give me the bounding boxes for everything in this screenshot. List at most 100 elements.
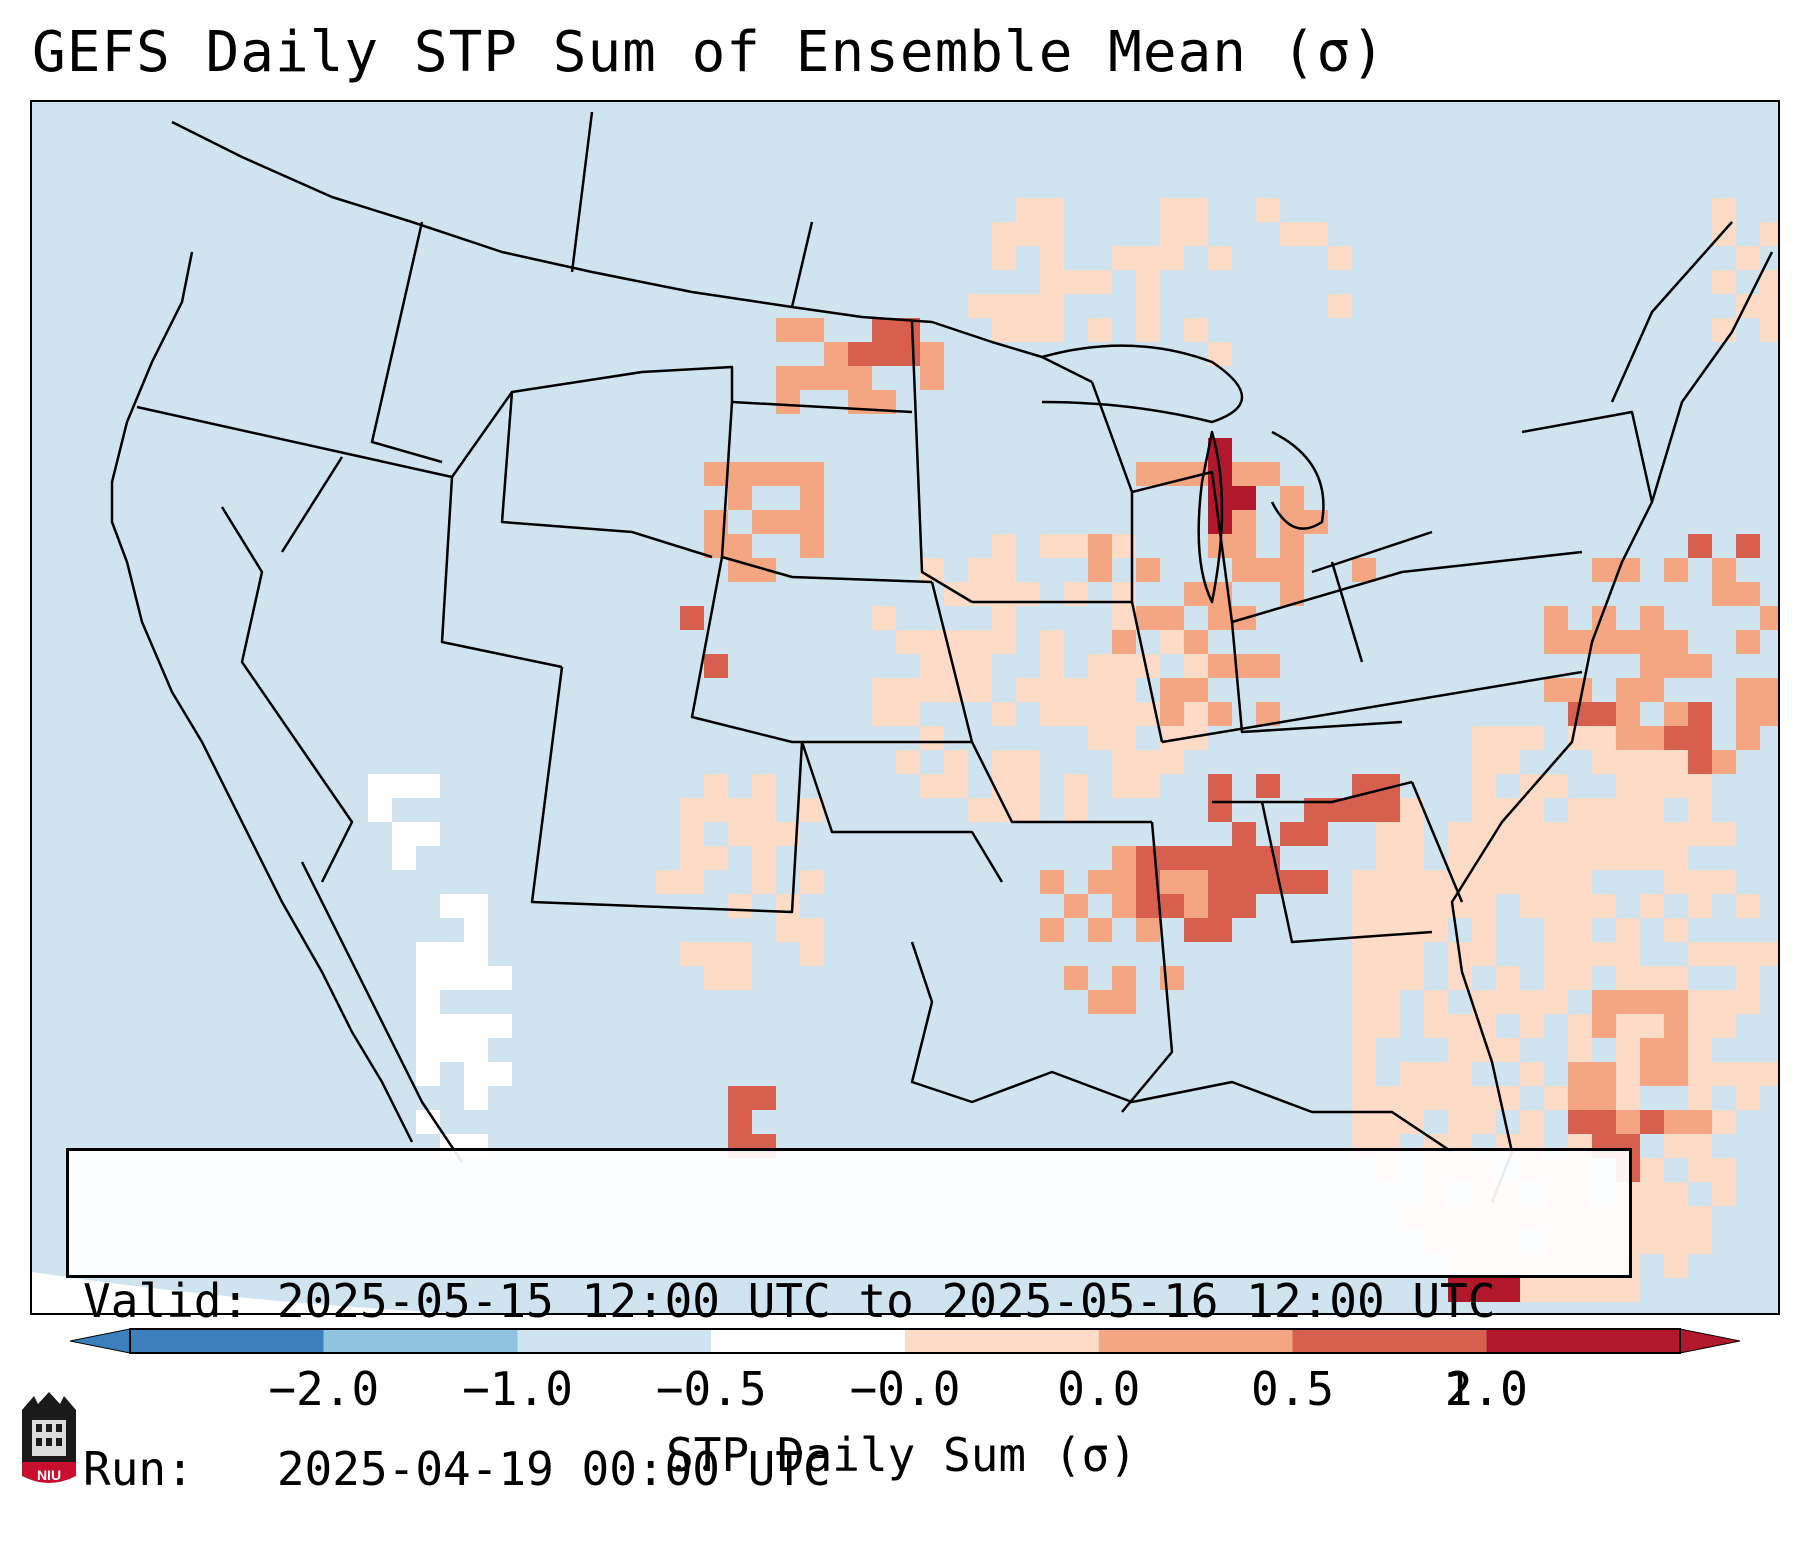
colorbar-tick-label: 0.0 [1057,1362,1141,1416]
ensemble-cell [1664,990,1688,1014]
ensemble-cell [704,966,728,990]
ensemble-cell [992,798,1016,822]
ensemble-cell [968,558,992,582]
ensemble-cell [1520,1278,1544,1302]
ensemble-cell [1520,1110,1544,1134]
ensemble-cell [1208,654,1232,678]
ensemble-cell [1664,654,1688,678]
ensemble-cell [1664,726,1688,750]
ensemble-cell [920,630,944,654]
ensemble-cell [992,294,1016,318]
ensemble-cell [1640,798,1664,822]
ensemble-cell [992,774,1016,798]
ensemble-cell [1592,750,1616,774]
ensemble-cell [1616,1086,1640,1110]
ensemble-cell [1520,990,1544,1014]
ensemble-cell [1616,774,1640,798]
ensemble-cell [1520,1062,1544,1086]
ensemble-cell [800,510,824,534]
ensemble-cell [1760,702,1778,726]
ensemble-cell [1592,822,1616,846]
ensemble-cell [1472,918,1496,942]
colorbar-label: STP Daily Sum (σ) [666,1428,1137,1482]
ensemble-cell [1616,846,1640,870]
ensemble-cell [1592,1086,1616,1110]
ensemble-cell [968,678,992,702]
ensemble-cell [1352,798,1376,822]
ensemble-cell [1232,894,1256,918]
ensemble-cell [1640,726,1664,750]
ensemble-cell [1592,702,1616,726]
ensemble-cell [1640,822,1664,846]
ensemble-cell [1592,942,1616,966]
ensemble-cell [1616,990,1640,1014]
ensemble-cell [920,774,944,798]
ensemble-cell [800,318,824,342]
ensemble-cell [1640,678,1664,702]
ensemble-cell [776,366,800,390]
ensemble-cell [1232,870,1256,894]
ensemble-cell [752,846,776,870]
ensemble-cell [896,678,920,702]
ensemble-cell [968,654,992,678]
ensemble-cell [1688,726,1712,750]
ensemble-cell [1448,1278,1472,1302]
ensemble-cell [1424,918,1448,942]
ensemble-cell [1472,1110,1496,1134]
ensemble-cell [1352,1062,1376,1086]
ensemble-cell [776,894,800,918]
ensemble-cell [1184,678,1208,702]
colorbar-segment [1486,1329,1680,1353]
ensemble-cell [1520,726,1544,750]
ensemble-cell [728,462,752,486]
ensemble-cell [1232,486,1256,510]
ensemble-cell [1208,894,1232,918]
ensemble-cell [1544,918,1568,942]
ensemble-cell [1208,846,1232,870]
ensemble-cell [1184,318,1208,342]
ensemble-cell [1400,966,1424,990]
ensemble-cell [1208,606,1232,630]
ensemble-cell [1712,870,1736,894]
ensemble-cell [824,342,848,366]
ensemble-cell [1064,702,1088,726]
ensemble-cell [1544,990,1568,1014]
ensemble-cell [704,942,728,966]
ensemble-cell [1064,534,1088,558]
ensemble-cell [1616,750,1640,774]
ensemble-cell [1496,846,1520,870]
ensemble-cell [1448,1110,1472,1134]
ensemble-cell [1736,726,1760,750]
ensemble-cell [1256,870,1280,894]
ensemble-cell [1256,198,1280,222]
ensemble-cell [368,774,392,798]
ensemble-cell [1664,1206,1688,1230]
ensemble-cell [1088,654,1112,678]
ensemble-cell [896,702,920,726]
colorbar-tick-label: 2.0 [1444,1362,1528,1416]
ensemble-cell [1472,1086,1496,1110]
ensemble-cell [800,366,824,390]
ensemble-cell [920,678,944,702]
ensemble-cell [1256,462,1280,486]
ensemble-cell [920,654,944,678]
ensemble-cell [896,630,920,654]
ensemble-cell [1232,534,1256,558]
ensemble-cell [1760,606,1778,630]
ensemble-cell [1712,1062,1736,1086]
ensemble-cell [1088,318,1112,342]
ensemble-cell [1352,966,1376,990]
ensemble-cell [1160,678,1184,702]
ensemble-cell [1664,822,1688,846]
ensemble-cell [488,966,512,990]
ensemble-cell [1136,294,1160,318]
ensemble-cell [1736,966,1760,990]
ensemble-cell [1688,534,1712,558]
ensemble-cell [1376,966,1400,990]
ensemble-cell [1760,294,1778,318]
ensemble-cell [1712,1158,1736,1182]
ensemble-cell [1664,1110,1688,1134]
ensemble-cell [1352,1014,1376,1038]
ensemble-cell [1616,1110,1640,1134]
logo-text: NIU [37,1467,61,1483]
